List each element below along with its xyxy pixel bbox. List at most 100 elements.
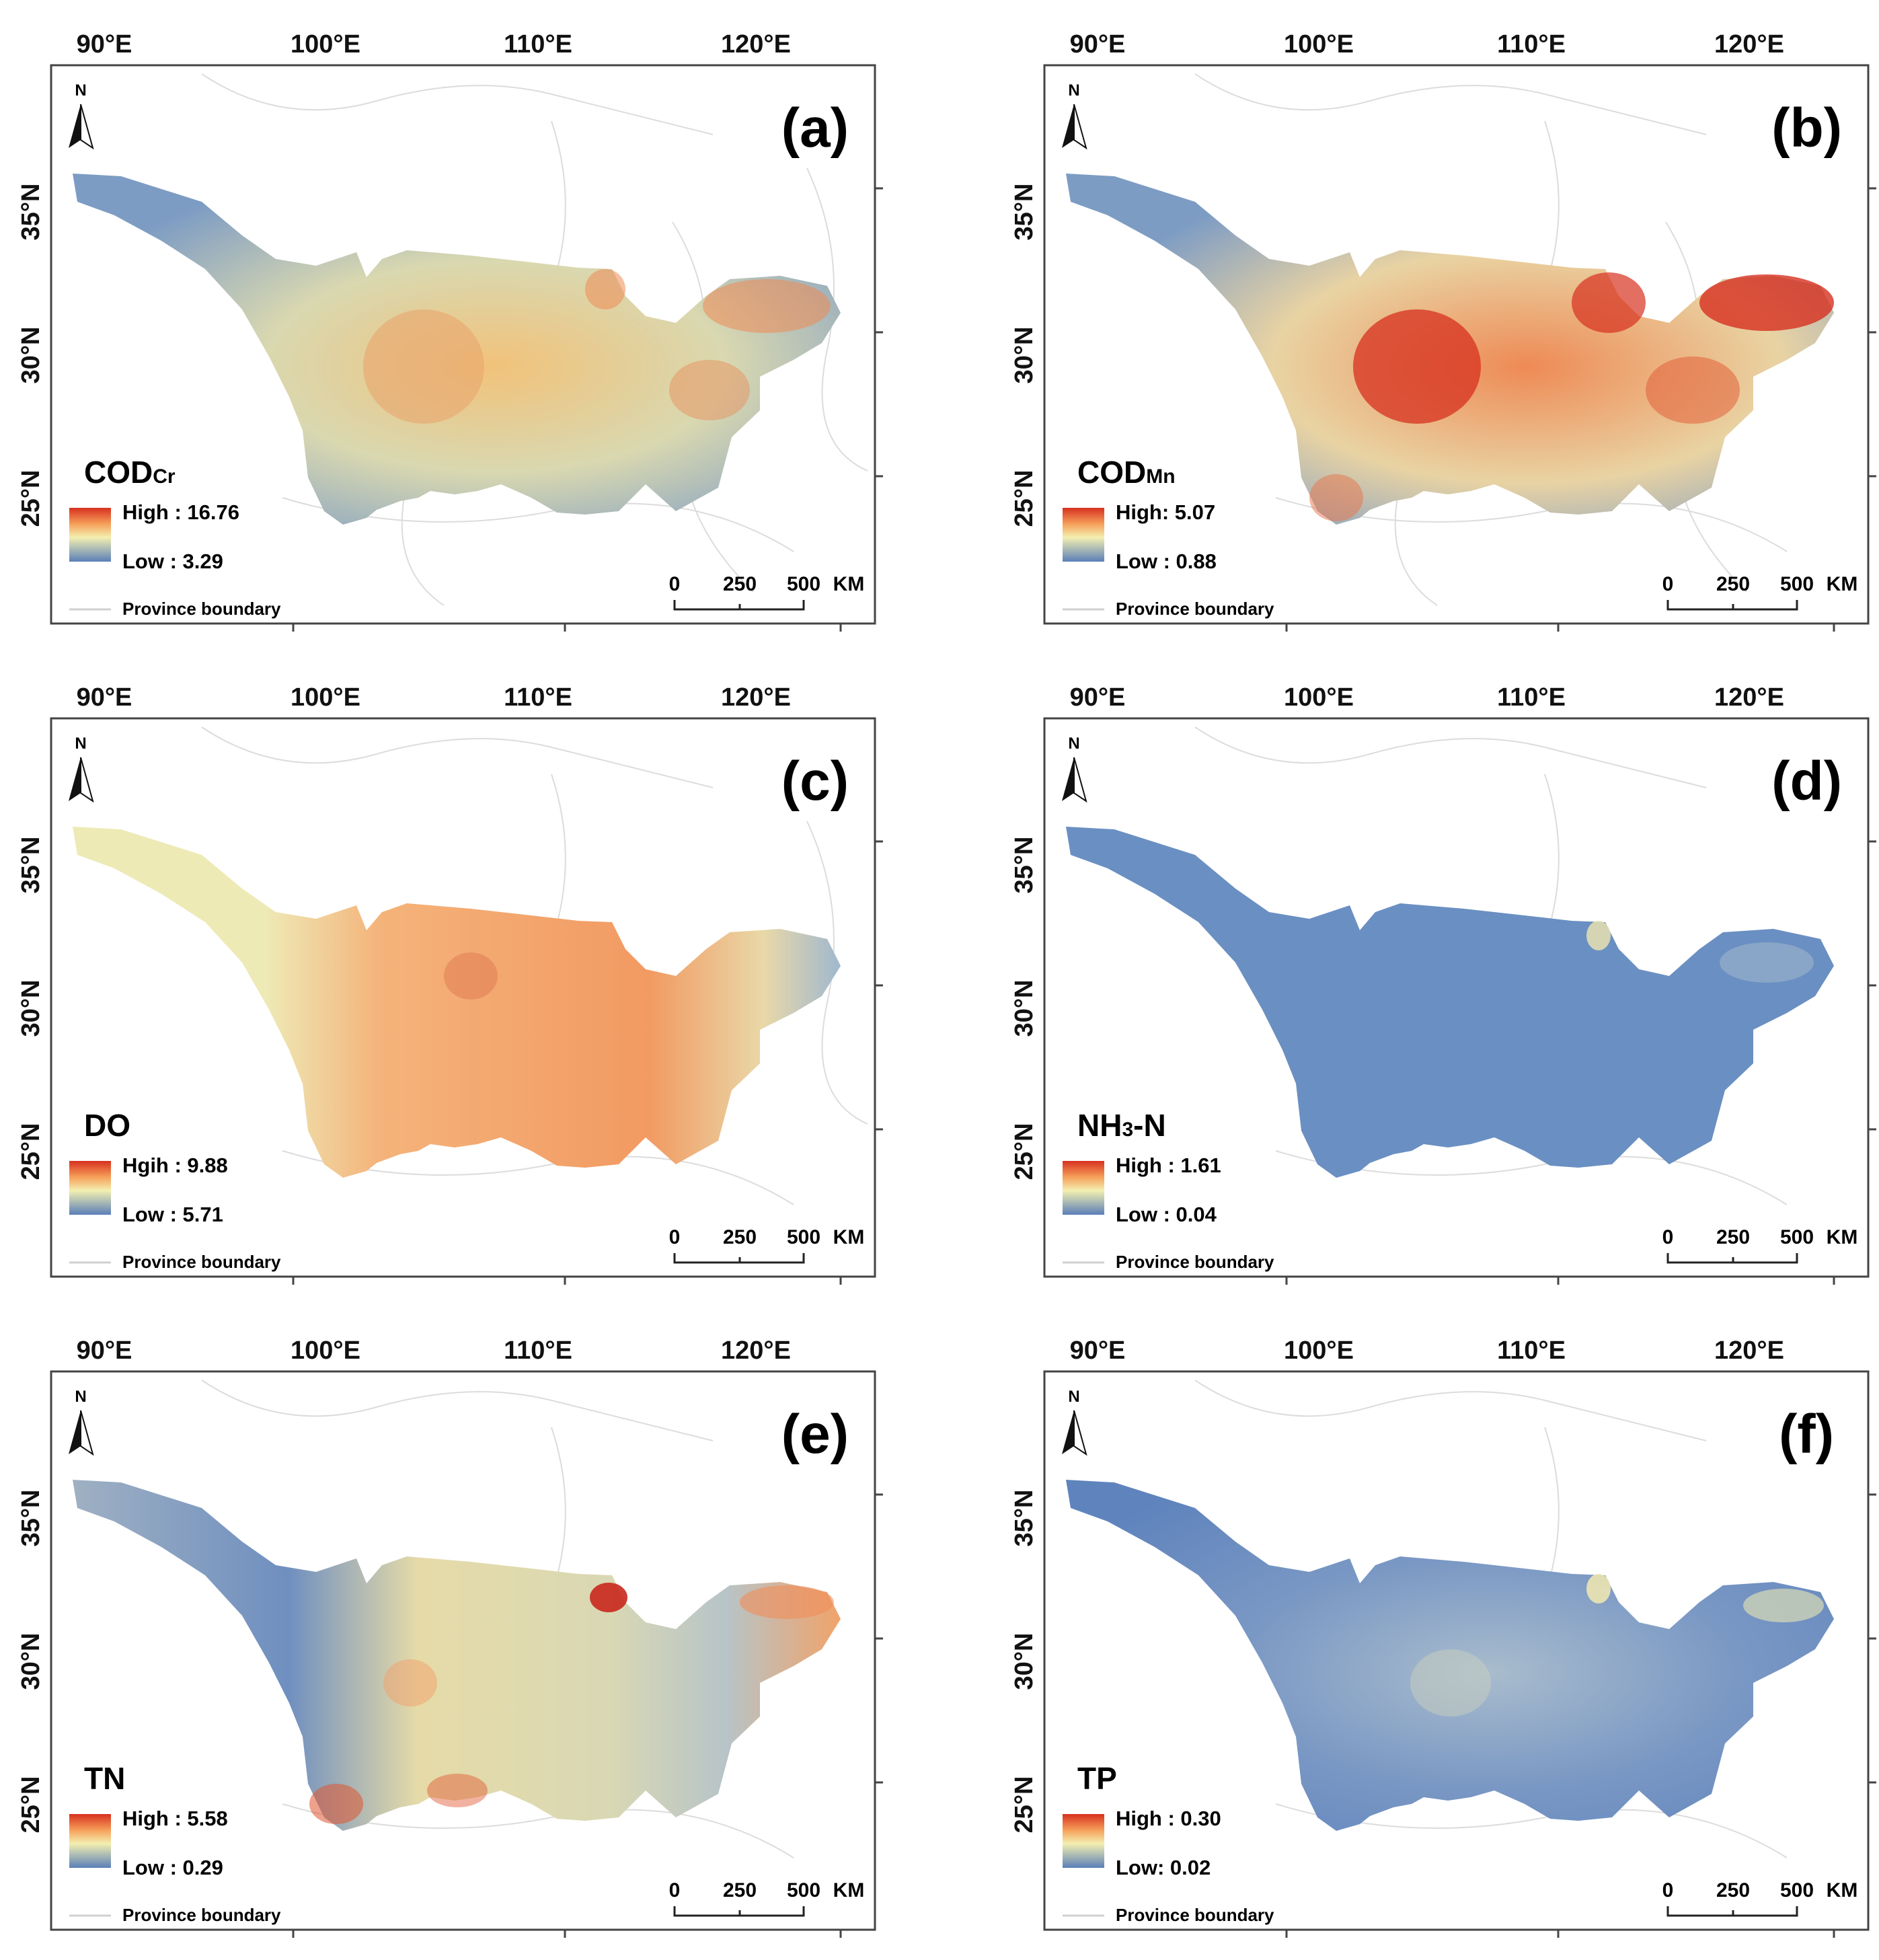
map-panel-d: 90°E 100°E 110°E 120°E 35°N 30°N 25°N N …: [940, 653, 1879, 1306]
lat-label-25: 25°N: [17, 1776, 45, 1834]
legend-boundary: Province boundary: [122, 1905, 281, 1925]
legend-low: Low: 0.02: [1116, 1856, 1211, 1879]
scale-0: 0: [1662, 1226, 1674, 1248]
lon-label-110: 110°E: [504, 1336, 572, 1365]
panel-letter: (f): [1779, 1404, 1834, 1465]
hotspot-sichuan: [383, 1659, 437, 1706]
scale-0: 0: [669, 1226, 681, 1248]
lon-label-110: 110°E: [1497, 683, 1566, 712]
lon-label-100: 100°E: [1284, 683, 1354, 712]
legend-boundary: Province boundary: [1116, 1252, 1274, 1272]
legend-boundary: Province boundary: [122, 1252, 281, 1272]
lon-label-120: 120°E: [721, 1336, 791, 1365]
lat-label-30: 30°N: [17, 1633, 45, 1690]
lat-label-25: 25°N: [1010, 1776, 1038, 1834]
lat-label-35: 35°N: [1010, 1490, 1038, 1547]
north-label: N: [1068, 81, 1079, 100]
lon-label-100: 100°E: [291, 30, 360, 59]
map-panel-f: 90°E 100°E 110°E 120°E 35°N 30°N 25°N N …: [940, 1306, 1879, 1959]
hotspot-south: [427, 1774, 488, 1807]
north-label: N: [75, 81, 86, 100]
scale-bar: 0 250 500 KM: [669, 1226, 864, 1264]
legend-high: High: 5.07: [1116, 500, 1215, 524]
legend-boundary: Province boundary: [1116, 599, 1274, 619]
lat-label-25: 25°N: [1010, 470, 1038, 527]
legend-ramp: [1063, 508, 1104, 562]
map-svg-d: 90°E 100°E 110°E 120°E 35°N 30°N 25°N N …: [1010, 683, 1876, 1285]
lon-label-90: 90°E: [77, 683, 132, 712]
legend-param: CODCr: [84, 455, 176, 490]
scale-unit: KM: [1827, 1226, 1858, 1248]
hotspot-sichuan: [1353, 309, 1481, 424]
legend-low: Low : 0.88: [1116, 550, 1217, 573]
hotspot-sichuan: [1410, 1649, 1491, 1717]
lat-label-30: 30°N: [1010, 980, 1038, 1037]
hotspot-north: [1586, 1574, 1611, 1604]
map-svg-f: 90°E 100°E 110°E 120°E 35°N 30°N 25°N N …: [1010, 1336, 1876, 1938]
lat-label-35: 35°N: [17, 837, 45, 894]
graticule-labels: 90°E 100°E 110°E 120°E 35°N 30°N 25°N: [1010, 30, 1784, 527]
legend-high: High : 16.76: [122, 500, 239, 524]
legend: NH3-N High : 1.61 Low : 0.04 Province bo…: [1063, 1108, 1274, 1272]
lat-label-30: 30°N: [1010, 1633, 1038, 1690]
lon-label-120: 120°E: [1714, 30, 1784, 59]
scale-unit: KM: [1827, 573, 1858, 595]
north-label: N: [1068, 734, 1079, 753]
hotspot-north: [585, 269, 625, 309]
graticule-labels: 90°E 100°E 110°E 120°E 35°N 30°N 25°N: [17, 30, 791, 527]
frame-ticks: [1285, 187, 1876, 632]
hotspot-center: [444, 952, 498, 1000]
lat-label-30: 30°N: [1010, 327, 1038, 384]
legend-param: DO: [84, 1108, 130, 1143]
scale-0: 0: [669, 1879, 681, 1901]
legend-ramp: [69, 1161, 111, 1215]
panel-letter: (d): [1771, 751, 1842, 812]
hotspot-east: [740, 1585, 834, 1619]
legend-low: Low : 3.29: [122, 550, 223, 573]
lat-label-35: 35°N: [17, 1490, 45, 1547]
basin-shape: [1066, 827, 1834, 1178]
frame-ticks: [292, 187, 883, 632]
scale-unit: KM: [833, 573, 865, 595]
graticule-labels: 90°E 100°E 110°E 120°E 35°N 30°N 25°N: [1010, 1336, 1784, 1833]
scale-500: 500: [787, 1879, 820, 1901]
lon-label-110: 110°E: [504, 30, 572, 59]
scale-0: 0: [1662, 1879, 1674, 1901]
lat-label-35: 35°N: [17, 184, 45, 241]
hotspot-north: [1572, 272, 1646, 333]
legend: CODMn High: 5.07 Low : 0.88 Province bou…: [1063, 455, 1274, 619]
lon-label-120: 120°E: [721, 30, 791, 59]
legend-ramp: [1063, 1814, 1104, 1868]
north-label: N: [75, 734, 86, 753]
legend-high: High : 0.30: [1116, 1807, 1221, 1830]
hotspot-north: [590, 1583, 627, 1612]
legend-param: CODMn: [1077, 455, 1176, 490]
frame-ticks: [1285, 840, 1876, 1285]
hotspot-east: [1743, 1589, 1824, 1622]
graticule-labels: 90°E 100°E 110°E 120°E 35°N 30°N 25°N: [17, 1336, 791, 1833]
scale-250: 250: [723, 1879, 757, 1901]
map-panel-a: 90°E 100°E 110°E 120°E 35°N 30°N 25°N N …: [0, 0, 940, 653]
hotspot-southwest: [309, 1784, 363, 1824]
legend-low: Low : 0.04: [1116, 1203, 1217, 1226]
legend-param: TN: [84, 1761, 125, 1796]
hotspot-east: [703, 279, 831, 333]
frame-ticks: [292, 1493, 883, 1938]
legend-param: NH3-N: [1077, 1108, 1166, 1143]
lon-label-90: 90°E: [1070, 1336, 1126, 1365]
lon-label-120: 120°E: [1714, 1336, 1784, 1365]
basin-shape: [73, 827, 841, 1178]
panel-letter: (e): [781, 1404, 849, 1465]
lat-label-30: 30°N: [17, 327, 45, 384]
panel-letter: (a): [781, 98, 849, 159]
legend-ramp: [69, 1814, 111, 1868]
hotspot-east: [1720, 942, 1814, 983]
scale-250: 250: [723, 573, 757, 595]
scale-bar: 0 250 500 KM: [1662, 1879, 1857, 1917]
lon-label-90: 90°E: [77, 30, 132, 59]
lat-label-25: 25°N: [1010, 1123, 1038, 1180]
legend-boundary: Province boundary: [122, 599, 281, 619]
legend: DO Hgih : 9.88 Low : 5.71 Province bound…: [69, 1108, 281, 1272]
lon-label-120: 120°E: [721, 683, 791, 712]
map-svg-c: 90°E 100°E 110°E 120°E 35°N 30°N 25°N N …: [17, 683, 883, 1285]
